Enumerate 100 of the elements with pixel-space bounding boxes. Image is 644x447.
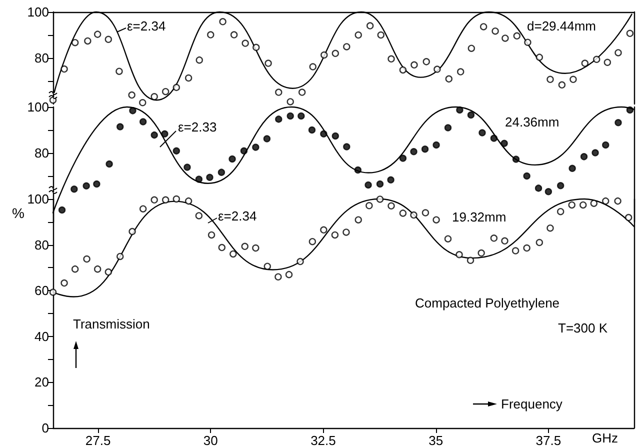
point bbox=[264, 262, 271, 270]
point bbox=[116, 68, 123, 75]
point bbox=[116, 252, 124, 260]
y-tick-label: 100 bbox=[27, 4, 49, 20]
point bbox=[242, 40, 249, 47]
y-tick-label: 80 bbox=[34, 50, 49, 66]
point bbox=[207, 31, 214, 38]
point bbox=[467, 111, 475, 119]
point bbox=[558, 81, 566, 89]
point bbox=[241, 242, 248, 250]
point bbox=[388, 202, 395, 210]
point bbox=[388, 55, 395, 63]
point bbox=[230, 250, 237, 258]
point bbox=[546, 224, 554, 232]
annotation: ε=2.34 bbox=[218, 208, 257, 224]
annotation: d=29.44mm bbox=[527, 18, 596, 34]
point bbox=[444, 235, 452, 242]
point bbox=[478, 129, 486, 136]
point bbox=[195, 212, 203, 220]
point bbox=[432, 216, 440, 224]
point bbox=[366, 202, 373, 210]
point bbox=[501, 237, 508, 245]
annotation: T=300 K bbox=[558, 320, 608, 336]
point bbox=[490, 134, 498, 142]
point bbox=[320, 130, 328, 138]
point bbox=[331, 231, 339, 239]
point bbox=[206, 174, 214, 181]
point bbox=[354, 166, 362, 174]
point bbox=[523, 244, 530, 252]
point bbox=[320, 226, 328, 234]
y-tick-label: 60 bbox=[34, 283, 49, 298]
annotation: 24.36mm bbox=[505, 114, 560, 130]
point bbox=[457, 68, 464, 76]
point bbox=[490, 234, 498, 242]
point bbox=[195, 176, 203, 183]
point bbox=[71, 265, 79, 273]
point bbox=[602, 197, 610, 205]
point bbox=[410, 211, 418, 219]
point bbox=[218, 244, 226, 252]
point bbox=[128, 91, 136, 99]
point bbox=[399, 66, 407, 74]
point bbox=[184, 164, 191, 171]
point bbox=[150, 93, 158, 100]
point bbox=[128, 228, 136, 236]
y-tick-label: 100 bbox=[27, 192, 49, 206]
point bbox=[275, 88, 282, 96]
point bbox=[410, 148, 418, 156]
point bbox=[568, 201, 576, 209]
point bbox=[536, 54, 544, 61]
point bbox=[500, 140, 508, 147]
point bbox=[218, 168, 226, 176]
point bbox=[343, 143, 350, 150]
point bbox=[602, 141, 610, 149]
point bbox=[184, 74, 192, 82]
point bbox=[626, 30, 634, 37]
point bbox=[614, 49, 622, 56]
point bbox=[456, 106, 464, 114]
y-tick-label: 80 bbox=[34, 237, 49, 252]
point bbox=[298, 88, 306, 96]
point bbox=[556, 182, 564, 190]
point bbox=[71, 38, 79, 46]
point bbox=[308, 238, 316, 246]
point bbox=[614, 197, 622, 205]
point bbox=[106, 160, 113, 168]
point bbox=[544, 188, 552, 196]
point bbox=[93, 180, 100, 188]
point bbox=[434, 66, 441, 73]
point bbox=[421, 145, 429, 153]
point bbox=[60, 279, 68, 287]
point bbox=[568, 164, 576, 172]
point bbox=[512, 156, 520, 163]
y-axis-title: % bbox=[12, 205, 24, 221]
point bbox=[399, 210, 407, 217]
point bbox=[94, 30, 102, 38]
point bbox=[604, 58, 612, 66]
point bbox=[422, 58, 430, 66]
y-tick-label: 20 bbox=[34, 374, 49, 390]
point bbox=[432, 141, 440, 149]
point bbox=[468, 44, 476, 52]
y-tick-label: 0 bbox=[42, 420, 49, 436]
point bbox=[83, 255, 90, 263]
point bbox=[60, 65, 68, 73]
point bbox=[219, 18, 226, 26]
point bbox=[309, 63, 316, 70]
point bbox=[196, 56, 203, 64]
point bbox=[387, 176, 394, 184]
point bbox=[139, 205, 147, 212]
point bbox=[581, 60, 589, 67]
point bbox=[422, 209, 430, 216]
point bbox=[480, 23, 488, 30]
point bbox=[536, 238, 544, 246]
point bbox=[264, 60, 272, 67]
point bbox=[172, 195, 180, 203]
x-axis-title: GHz bbox=[592, 430, 618, 446]
annotation: ε=2.34 bbox=[127, 18, 166, 34]
y-tick-label: 80 bbox=[34, 146, 49, 160]
annotation: 19.32mm bbox=[452, 210, 506, 224]
point bbox=[58, 206, 66, 214]
x-tick-label: 35 bbox=[428, 433, 444, 447]
point bbox=[139, 99, 146, 106]
